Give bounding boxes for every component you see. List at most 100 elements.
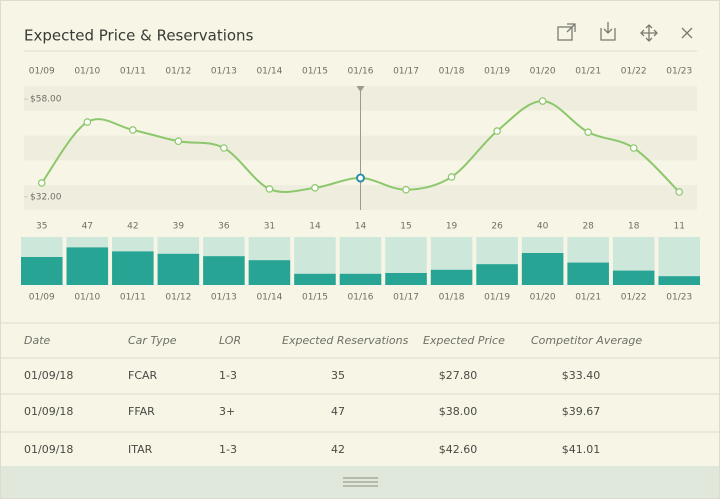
x-tick-label: 01/16 [348,293,374,303]
table-cell: 1-3 [219,369,237,382]
bar-value-label: 47 [82,222,93,232]
reservation-bar [476,264,518,285]
x-tick-label: 01/11 [120,293,146,303]
x-tick-label: 01/20 [530,293,556,303]
price-point [37,179,46,187]
price-point [629,144,638,152]
x-tick-label: 01/18 [439,293,465,303]
x-tick-label: 01/12 [165,293,191,303]
price-point [584,128,592,137]
x-tick-label: 01/22 [621,67,647,77]
price-point [538,97,547,105]
bar-value-label: 26 [491,222,503,232]
price-point [265,185,274,193]
bar-value-label: 40 [537,222,549,232]
table-cell: 01/09/18 [24,405,73,418]
reservation-bar [294,273,336,285]
price-point [83,118,92,126]
reservation-bar [430,269,473,285]
table-cell: 42 [331,443,345,456]
x-tick-label: 01/12 [165,67,191,77]
table-cell: $33.40 [562,369,601,382]
x-tick-label: 01/23 [666,67,692,77]
bar-value-label: 35 [36,222,47,232]
reservation-bar [567,262,609,285]
x-tick-label: 01/16 [348,67,374,77]
table-cell: 47 [331,405,345,418]
reservation-bar [21,257,63,285]
table-cell: 01/09/18 [24,443,73,456]
bar-value-label: 42 [127,222,138,232]
reservation-bar [521,253,564,285]
x-tick-label: 01/18 [439,67,465,77]
table-cell: 1-3 [219,443,237,456]
table-cell: 01/09/18 [24,369,73,382]
price-point [174,137,183,146]
table-cell: 3+ [219,405,235,418]
price-point [493,127,501,135]
price-point [675,188,684,196]
reservation-bar [248,260,291,285]
x-tick-label: 01/09 [29,67,55,77]
price-point [356,173,365,183]
x-tick-label: 01/14 [256,293,282,303]
resize-handle[interactable] [343,477,378,487]
reservation-bar [385,273,427,285]
bar-value-label: 28 [582,222,594,232]
x-tick-label: 01/23 [666,293,692,303]
bar-value-label: 18 [628,222,640,232]
column-header: Competitor Average [531,334,642,347]
column-header: Date [24,334,51,347]
column-header: Expected Reservations [282,334,409,347]
widget-title: Expected Price & Reservations [24,27,254,45]
move-icon[interactable] [640,24,658,42]
bar-value-label: 39 [173,222,185,232]
table-cell: $38.00 [439,405,478,418]
x-tick-label: 01/19 [484,67,510,77]
bar-value-label: 31 [264,222,275,232]
bar-value-label: 14 [309,222,321,232]
download-icon[interactable] [600,22,616,41]
x-tick-label: 01/19 [484,293,510,303]
reservation-bar [203,256,245,285]
table-cell: ITAR [128,443,153,456]
table-cell: FCAR [128,369,158,382]
bar-value-label: 19 [446,222,458,232]
x-tick-label: 01/10 [74,67,100,77]
popout-icon[interactable] [557,23,576,41]
column-header: Car Type [128,334,177,347]
price-point [129,126,137,134]
reservation-bar [112,251,154,285]
bar-value-label: 14 [355,222,367,232]
chart: $58.00 $32.00 01/09 01/09 01/10 01/10 01/11 01/… [21,67,700,303]
column-header: LOR [219,334,241,347]
table-cell: $41.01 [562,443,601,456]
close-icon[interactable] [681,27,693,39]
table-cell: $27.80 [439,369,478,382]
price-point [402,185,410,194]
x-tick-label: 01/11 [120,67,146,77]
x-tick-label: 01/21 [575,67,601,77]
reservation-bar [157,253,200,285]
x-tick-label: 01/09 [29,293,55,303]
table-cell: $39.67 [562,405,601,418]
table: Date Car Type LOR Expected Reservations Expe… [0,334,720,456]
x-tick-label: 01/10 [74,293,100,303]
price-point [220,144,228,152]
x-tick-label: 01/14 [256,67,282,77]
price-point [311,184,319,192]
bar-value-label: 11 [674,222,685,232]
bar-value-label: 15 [400,222,411,232]
bar-value-label: 36 [218,222,230,232]
reservation-bar [339,273,382,285]
x-tick-label: 01/22 [621,293,647,303]
x-tick-label: 01/15 [302,67,328,77]
x-tick-label: 01/17 [393,67,419,77]
reservation-bar [66,247,109,285]
x-tick-label: 01/15 [302,293,328,303]
reservation-bar [658,276,700,285]
table-cell: $42.60 [439,443,478,456]
x-tick-label: 01/13 [211,293,237,303]
